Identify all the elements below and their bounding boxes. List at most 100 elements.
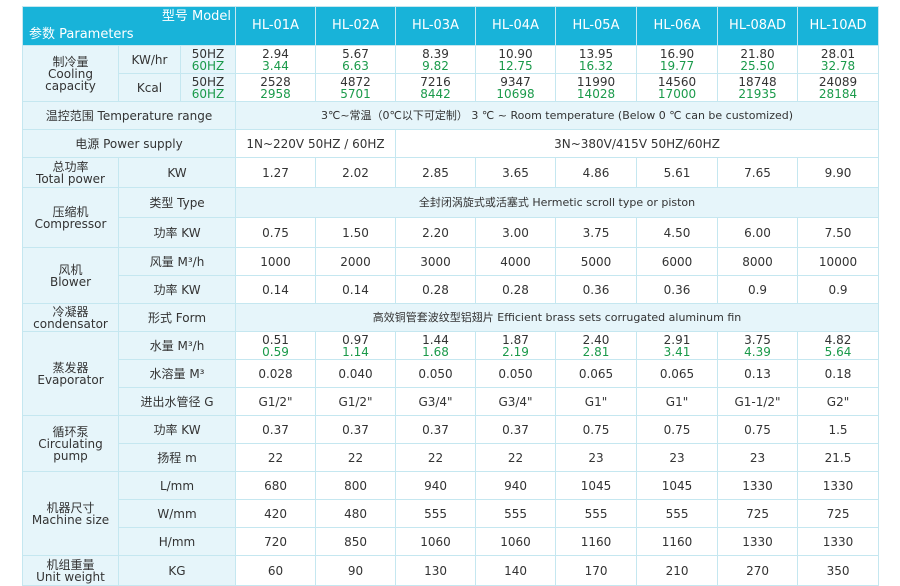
blower-power-row: 功率 KW 0.14 0.14 0.28 0.28 0.36 0.36 0.9 … — [23, 275, 880, 304]
cooling-kw-cell: 28.01 32.78 — [797, 45, 880, 74]
cooling-capacity-label: 制冷量 Cooling capacity — [22, 45, 119, 102]
size-width-cell: 555 — [555, 499, 638, 528]
size-width-cell: 480 — [315, 499, 397, 528]
evaporator-pipe-cell: G1/2" — [235, 387, 317, 416]
size-length-cell: 1045 — [555, 471, 638, 500]
size-length-label: L/mm — [117, 471, 237, 500]
cooling-kcal-cell: 14560 17000 — [636, 73, 719, 102]
model-header: HL-05A — [555, 6, 638, 46]
evaporator-volume-row: 水溶量 M³ 0.028 0.040 0.050 0.050 0.065 0.0… — [23, 359, 880, 388]
power-supply-row: 电源 Power supply 1N~220V 50HZ / 60HZ 3N~3… — [21, 129, 880, 158]
evaporator-flow-cell: 1.87 2.19 — [475, 331, 557, 360]
cooling-kw-cell: 5.67 6.63 — [315, 45, 397, 74]
pump-power-label: 功率 KW — [117, 415, 237, 444]
blower-air-row: 风机 Blower 风量 M³/h 1000 2000 3000 4000 500… — [22, 247, 880, 304]
blower-air-cell: 5000 — [555, 247, 638, 276]
evaporator-pipe-cell: G1/2" — [315, 387, 397, 416]
condenser-label: 冷凝器 condensator — [22, 303, 119, 332]
size-length-cell: 800 — [315, 471, 397, 500]
cooling-kw-cell: 10.90 12.75 — [475, 45, 557, 74]
total-power-cell: 9.90 — [797, 157, 880, 188]
total-power-cell: 4.86 — [555, 157, 638, 188]
pump-head-cell: 23 — [555, 443, 638, 472]
power-supply-label: 电源 Power supply — [21, 129, 237, 158]
blower-air-cell: 10000 — [797, 247, 880, 276]
model-header: HL-02A — [315, 6, 397, 46]
total-power-cell: 5.61 — [636, 157, 719, 188]
size-length-cell: 940 — [395, 471, 477, 500]
blower-power-cell: 0.36 — [636, 275, 719, 304]
weight-cell: 170 — [555, 555, 638, 586]
size-height-row: H/mm 720 850 1060 1060 1160 1160 1330 13… — [23, 527, 880, 556]
evaporator-flow-cell: 4.82 5.64 — [797, 331, 880, 360]
size-width-row: W/mm 420 480 555 555 555 555 725 725 — [23, 499, 880, 528]
pump-head-row: 扬程 m 22 22 22 22 23 23 23 21.5 — [23, 443, 880, 472]
weight-cell: 210 — [636, 555, 719, 586]
cooling-kcal-cell: 4872 5701 — [315, 73, 397, 102]
blower-power-cell: 0.36 — [555, 275, 638, 304]
spec-table: 型号 Model 参数 Parameters HL-01A HL-02A HL-… — [21, 6, 880, 586]
size-height-cell: 1160 — [636, 527, 719, 556]
pump-power-row: 循环泵 Circulating pump 功率 KW 0.37 0.37 0.37… — [22, 415, 880, 472]
compressor-power-cell: 3.00 — [475, 217, 557, 248]
model-header: HL-08AD — [717, 6, 799, 46]
cooling-kcal-row: Kcal 50HZ 60HZ 2528 2958 4872 5701 7216 8442… — [23, 73, 880, 102]
evaporator-pipe-row: 进出水管径 G G1/2" G1/2" G3/4" G3/4" G1" G1" … — [23, 387, 880, 416]
compressor-type-row: 压缩机 Compressor 类型 Type 全封闭涡旋式或活塞式 Hermeti… — [22, 187, 880, 248]
temperature-row: 温控范围 Temperature range 3℃~常温（0℃以下可定制） 3 … — [21, 101, 880, 130]
compressor-type-label: 类型 Type — [117, 187, 237, 218]
total-power-cell: 2.02 — [315, 157, 397, 188]
header-row: 型号 Model 参数 Parameters HL-01A HL-02A HL-… — [21, 6, 880, 46]
condenser-row: 冷凝器 condensator 形式 Form 高效铜管套波纹型铝翅片 Effic… — [22, 303, 880, 332]
model-header: HL-01A — [235, 6, 317, 46]
pump-power-cell: 0.75 — [636, 415, 719, 444]
evaporator-flow-cell: 1.44 1.68 — [395, 331, 477, 360]
kw-unit-label: KW/hr — [118, 45, 181, 74]
weight-unit: KG — [117, 555, 237, 586]
pump-power-cell: 1.5 — [797, 415, 880, 444]
size-width-cell: 555 — [395, 499, 477, 528]
blower-power-label: 功率 KW — [117, 275, 237, 304]
compressor-power-cell: 6.00 — [717, 217, 799, 248]
total-power-unit: KW — [117, 157, 237, 188]
blower-power-cell: 0.9 — [717, 275, 799, 304]
size-length-cell: 940 — [475, 471, 557, 500]
evaporator-pipe-cell: G3/4" — [395, 387, 477, 416]
size-height-cell: 1060 — [475, 527, 557, 556]
total-power-cell: 3.65 — [475, 157, 557, 188]
weight-cell: 60 — [235, 555, 317, 586]
blower-power-cell: 0.28 — [475, 275, 557, 304]
pump-head-cell: 23 — [636, 443, 719, 472]
compressor-power-cell: 7.50 — [797, 217, 880, 248]
total-power-cell: 2.85 — [395, 157, 477, 188]
evaporator-volume-cell: 0.13 — [717, 359, 799, 388]
pump-head-label: 扬程 m — [117, 443, 237, 472]
temperature-range-label: 温控范围 Temperature range — [21, 101, 237, 130]
size-height-cell: 1330 — [797, 527, 880, 556]
blower-air-cell: 4000 — [475, 247, 557, 276]
compressor-power-row: 功率 KW 0.75 1.50 2.20 3.00 3.75 4.50 6.00… — [23, 217, 880, 248]
evaporator-volume-cell: 0.050 — [475, 359, 557, 388]
header-corner: 型号 Model 参数 Parameters — [21, 6, 237, 46]
evaporator-pipe-cell: G3/4" — [475, 387, 557, 416]
pump-head-cell: 22 — [315, 443, 397, 472]
blower-air-cell: 2000 — [315, 247, 397, 276]
compressor-power-label: 功率 KW — [117, 217, 237, 248]
compressor-power-cell: 3.75 — [555, 217, 638, 248]
size-width-cell: 725 — [797, 499, 880, 528]
compressor-power-cell: 0.75 — [235, 217, 317, 248]
power-supply-single-phase: 1N~220V 50HZ / 60HZ — [235, 129, 397, 158]
size-height-cell: 1060 — [395, 527, 477, 556]
kcal-unit-label: Kcal — [118, 73, 181, 102]
weight-cell: 270 — [717, 555, 799, 586]
size-height-label: H/mm — [117, 527, 237, 556]
compressor-power-cell: 2.20 — [395, 217, 477, 248]
condenser-form-value: 高效铜管套波纹型铝翅片 Efficient brass sets corruga… — [235, 303, 880, 332]
evaporator-flow-row: 蒸发器 Evaporator 水量 M³/h 0.51 0.59 0.97 1.14 … — [22, 331, 880, 416]
size-height-cell: 850 — [315, 527, 397, 556]
evaporator-pipe-cell: G1" — [636, 387, 719, 416]
blower-power-cell: 0.9 — [797, 275, 880, 304]
size-width-cell: 555 — [475, 499, 557, 528]
evaporator-flow-label: 水量 M³/h — [117, 331, 237, 360]
size-width-cell: 725 — [717, 499, 799, 528]
